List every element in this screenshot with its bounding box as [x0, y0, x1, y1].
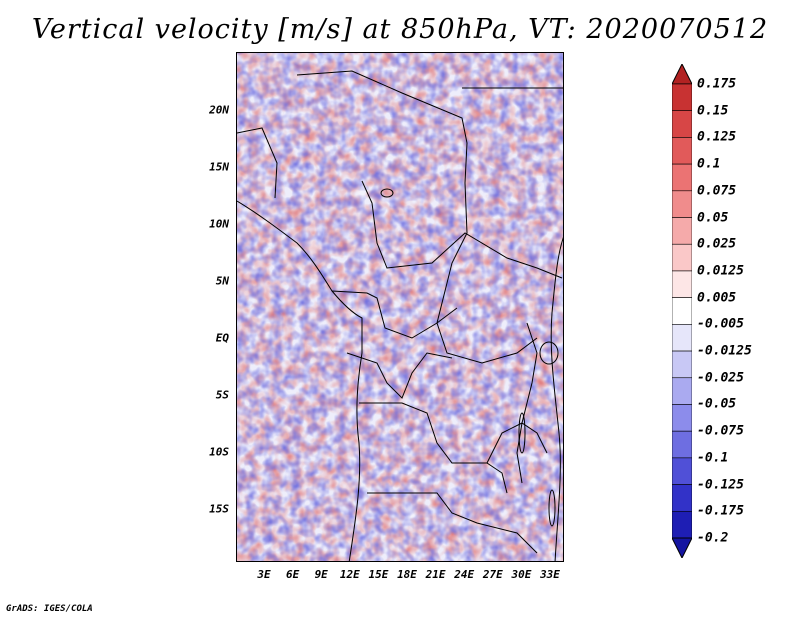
colorbar-label: -0.1: [697, 450, 729, 466]
border-south-2: [367, 492, 538, 554]
colorbar-segment: [672, 297, 692, 325]
colorbar-label: -0.075: [697, 423, 744, 439]
colorbar-segment: [672, 83, 692, 112]
lakes: [380, 188, 559, 527]
lat-label: 10S: [209, 445, 229, 459]
colorbar-segment: [672, 430, 692, 459]
colorbar-bottom-arrow: [672, 537, 692, 558]
colorbar-segment: [672, 484, 692, 512]
lon-label: 30E: [511, 568, 532, 581]
border-central-2: [436, 182, 538, 364]
contour-texture-layer: [237, 53, 563, 561]
colorbar-label: 0.0125: [697, 263, 744, 279]
colorbar-label: -0.175: [697, 503, 744, 519]
colorbar-label: 0.175: [697, 76, 737, 92]
lat-label: 10N: [209, 217, 229, 231]
colorbar-label: -0.0125: [697, 343, 752, 359]
lon-label: 3E: [257, 568, 271, 581]
colorbar-label: 0.15: [697, 103, 729, 119]
country-borders: [237, 70, 563, 561]
lon-label: 33E: [540, 568, 560, 581]
colorbar-label: 0.005: [697, 290, 737, 306]
border-south-1: [359, 402, 508, 494]
lon-label: 9E: [314, 568, 328, 581]
colorbar-segment: [672, 324, 692, 352]
lon-label: 12E: [339, 568, 360, 581]
colorbar-segment: [672, 243, 692, 272]
colorbar-segment: [672, 163, 692, 192]
coastline-west: [237, 200, 363, 561]
colorbar-label: -0.2: [697, 530, 729, 546]
lon-label: 18E: [397, 568, 417, 581]
lat-label: 5S: [215, 388, 229, 402]
colorbar-label: 0.1: [697, 156, 721, 172]
colorbar-label: 0.125: [697, 129, 737, 145]
colorbar-segment: [672, 190, 692, 218]
map-title: Vertical velocity [m/s] at 850hPa, VT: 2…: [31, 14, 769, 45]
colorbar-segment: [672, 217, 692, 245]
lat-label: 15S: [209, 502, 229, 516]
colorbar-segment: [672, 270, 692, 298]
lake-chad: [380, 188, 394, 198]
colorbar-segment: [672, 110, 692, 138]
colorbar-segment: [672, 137, 692, 165]
colorbar-label: -0.005: [697, 316, 744, 332]
lat-label: EQ: [215, 331, 229, 345]
colorbar-segment: [672, 404, 692, 432]
colorbar-segment: [672, 350, 692, 379]
lake-malawi: [548, 489, 556, 527]
colorbar-label: -0.05: [697, 396, 737, 412]
border-east-lakes: [516, 322, 538, 484]
lon-label: 15E: [368, 568, 389, 581]
lake-tanganyika: [518, 412, 526, 454]
coastline-east: [550, 237, 563, 561]
map-panel: [236, 52, 564, 562]
colorbar-segment: [672, 377, 692, 405]
border-central-3: [346, 352, 453, 399]
lat-label: 20N: [209, 103, 229, 117]
border-north-1: [296, 70, 468, 184]
lon-label: 6E: [285, 568, 300, 581]
colorbar-segment: [672, 457, 692, 485]
border-northwest: [237, 127, 278, 199]
lat-label: 5N: [215, 274, 229, 288]
colorbar-top-arrow: [672, 64, 692, 85]
velocity-field-map: [237, 53, 563, 561]
colorbar-label: 0.05: [697, 210, 729, 226]
lon-label: 21E: [425, 568, 446, 581]
lake-victoria: [539, 341, 559, 365]
lon-label: 24E: [454, 568, 475, 581]
colorbar-segment: [672, 510, 692, 539]
lat-label: 15N: [209, 160, 229, 174]
colorbar-label: 0.075: [697, 183, 737, 199]
colorbar-label: 0.025: [697, 236, 737, 252]
border-north-2: [361, 180, 563, 279]
colorbar-label: -0.025: [697, 370, 744, 386]
colorbar: [672, 64, 692, 558]
grads-credit: GrADS: IGES/COLA: [6, 604, 93, 614]
colorbar-label: -0.125: [697, 477, 744, 493]
lon-label: 27E: [482, 568, 503, 581]
